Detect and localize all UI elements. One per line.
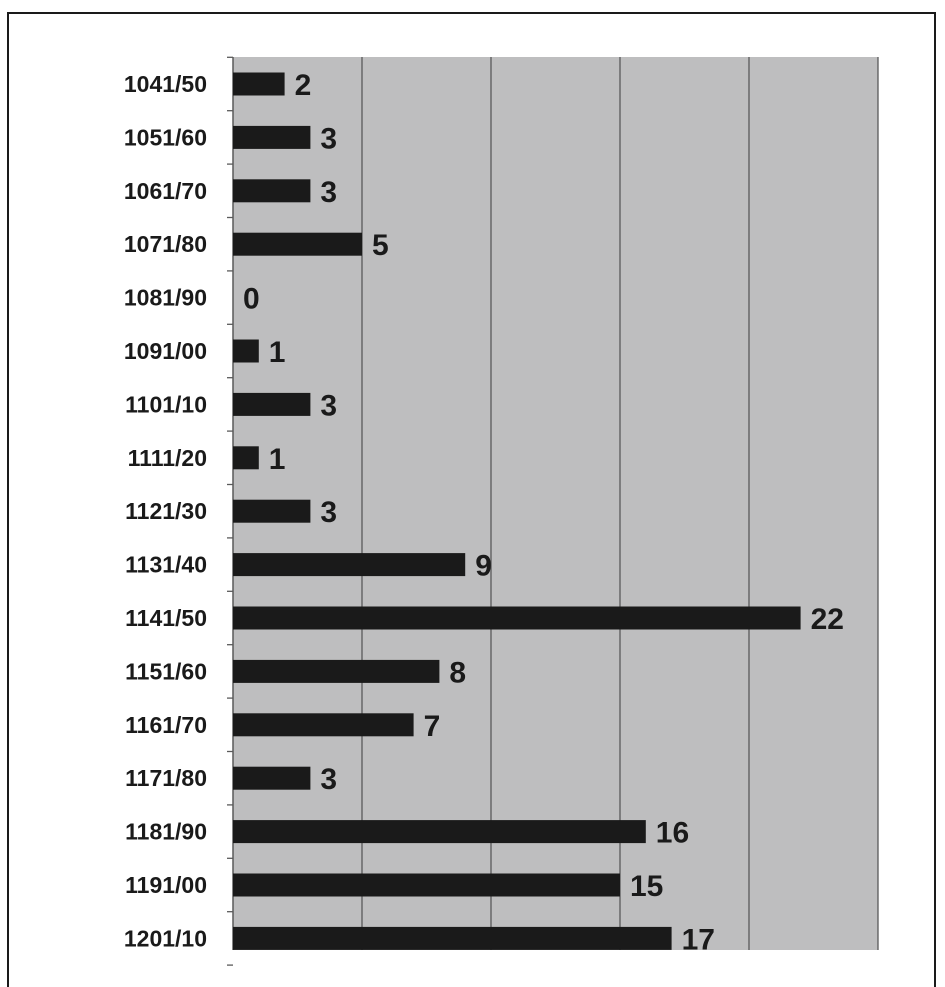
bar-1041-50 — [233, 72, 285, 96]
bar-1101-10 — [233, 392, 311, 416]
bar-1181-90 — [233, 820, 646, 844]
category-label: 1141/50 — [125, 605, 207, 631]
bar-1121-30 — [233, 499, 311, 523]
category-label: 1061/70 — [124, 178, 207, 204]
plot-area — [233, 57, 878, 950]
value-label: 9 — [475, 550, 492, 583]
value-label: 5 — [372, 229, 389, 262]
value-label: 0 — [243, 283, 260, 316]
category-label: 1091/00 — [124, 338, 207, 364]
value-label: 2 — [295, 69, 312, 102]
bar-1151-60 — [233, 659, 440, 683]
category-label: 1151/60 — [125, 658, 207, 684]
value-label: 1 — [269, 336, 286, 369]
value-label: 3 — [320, 122, 337, 155]
category-label: 1131/40 — [125, 552, 207, 578]
gridlines — [361, 57, 879, 950]
bar-1171-80 — [233, 766, 311, 790]
category-label: 1181/90 — [125, 819, 207, 845]
category-axis — [227, 56, 234, 966]
bars — [233, 72, 801, 950]
category-label: 1081/90 — [124, 285, 207, 311]
bar-1201-10 — [233, 926, 672, 950]
category-label: 1121/30 — [125, 498, 207, 524]
bar-1111-20 — [233, 446, 259, 470]
bar-1071-80 — [233, 232, 362, 256]
value-label: 22 — [811, 603, 844, 636]
bar-1091-00 — [233, 339, 259, 363]
category-label: 1101/10 — [125, 391, 207, 417]
bar-1161-70 — [233, 713, 414, 737]
category-label: 1171/80 — [125, 765, 207, 791]
category-label: 1041/50 — [124, 71, 207, 97]
category-label: 1161/70 — [125, 712, 207, 738]
category-label: 1201/10 — [124, 925, 207, 951]
value-label: 7 — [424, 710, 441, 743]
value-label: 8 — [449, 656, 466, 689]
value-label: 3 — [320, 176, 337, 209]
value-label: 3 — [320, 763, 337, 796]
value-label: 1 — [269, 443, 286, 476]
category-labels: 1041/50 1051/60 1061/70 1071/80 1081/90 1091/… — [124, 71, 207, 951]
value-label: 3 — [320, 389, 337, 422]
category-label: 1051/60 — [124, 124, 207, 150]
value-label: 3 — [320, 496, 337, 529]
bar-1141-50 — [233, 606, 801, 630]
bar-1051-60 — [233, 125, 311, 149]
value-label: 17 — [682, 923, 715, 956]
bar-1191-00 — [233, 873, 620, 897]
chart-frame — [7, 12, 936, 987]
value-label: 15 — [630, 870, 663, 903]
value-label: 16 — [656, 817, 689, 850]
category-label: 1111/20 — [128, 445, 207, 471]
bar-1131-40 — [233, 553, 466, 577]
bar-1061-70 — [233, 179, 311, 203]
category-label: 1071/80 — [124, 231, 207, 257]
category-label: 1191/00 — [125, 872, 207, 898]
